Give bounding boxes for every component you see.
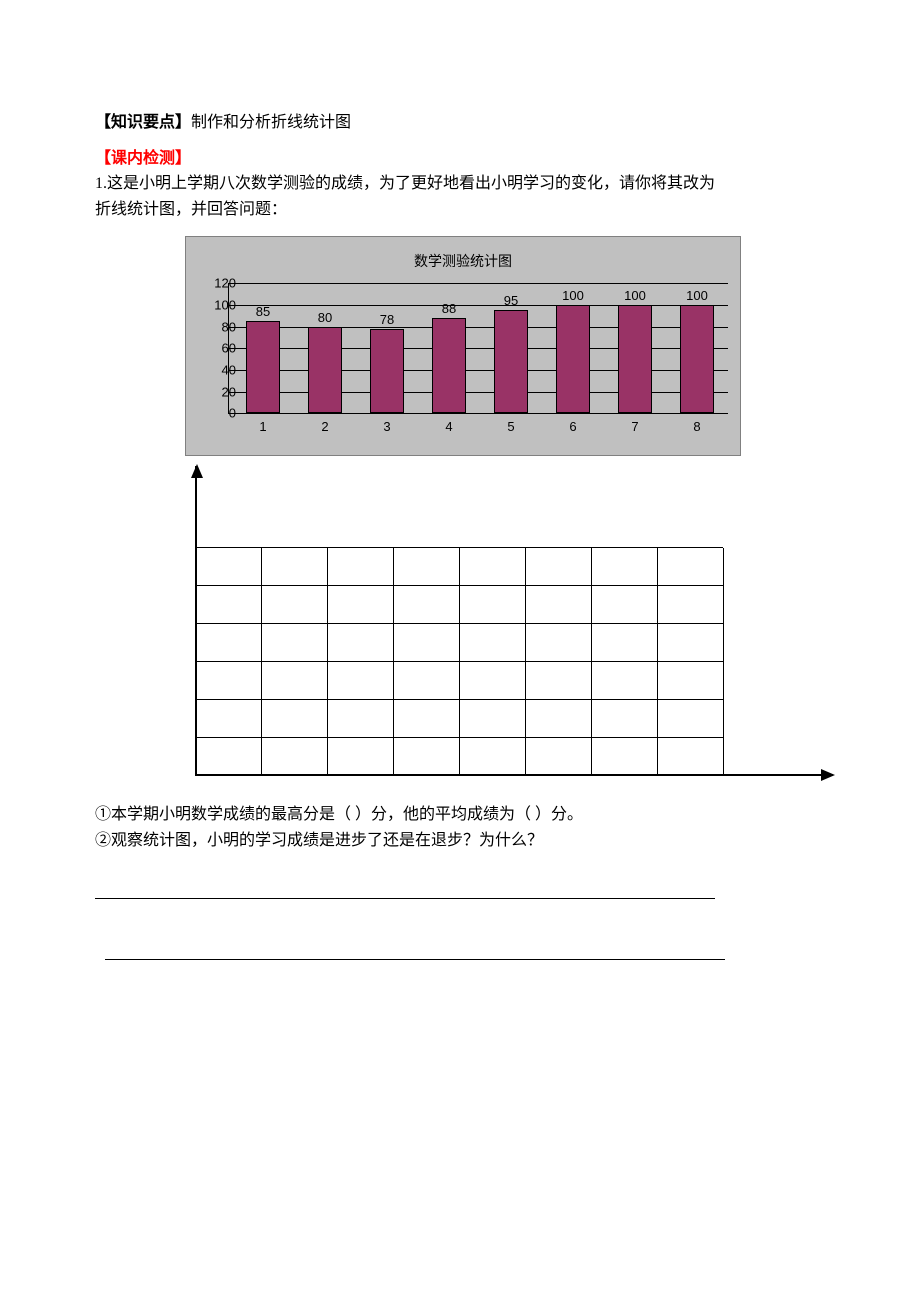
y-tick-label: 100 [200, 298, 236, 313]
chart-title: 数学测验统计图 [186, 251, 740, 271]
bar-value-label: 88 [429, 301, 469, 316]
bar-chart: 数学测验统计图 8580788895100100100 020406080100… [185, 236, 741, 456]
gridline [228, 348, 728, 349]
bar [370, 329, 404, 414]
knowledge-text: 制作和分析折线统计图 [191, 114, 351, 131]
blank-grid-col [393, 548, 394, 776]
blank-grid-col [723, 548, 724, 776]
bar [494, 310, 528, 413]
bar [618, 305, 652, 413]
x-tick-label: 5 [494, 419, 528, 434]
gridline [228, 327, 728, 328]
blank-grid [195, 548, 723, 776]
bar-value-label: 80 [305, 310, 345, 325]
bar-value-label: 95 [491, 293, 531, 308]
y-tick-label: 120 [200, 276, 236, 291]
x-tick-label: 7 [618, 419, 652, 434]
x-tick-label: 3 [370, 419, 404, 434]
bar [308, 327, 342, 414]
blank-grid-col [591, 548, 592, 776]
problem-line1: 这是小明上学期八次数学测验的成绩，为了更好地看出小明学习的变化，请你将其改为 [107, 175, 715, 192]
y-tick-label: 0 [200, 406, 236, 421]
problem-number: 1. [95, 175, 107, 192]
blank-grid-col [261, 548, 262, 776]
bar [432, 318, 466, 413]
bar [680, 305, 714, 413]
x-tick-label: 4 [432, 419, 466, 434]
question-1: ①本学期小明数学成绩的最高分是（ ）分，他的平均成绩为（ ）分。 [95, 802, 825, 828]
gridline [228, 392, 728, 393]
blank-line-chart [195, 496, 795, 776]
blank-grid-col [195, 548, 196, 776]
chart-plot: 85 80 78 88 95 100 100 100 [228, 283, 728, 413]
gridline [228, 370, 728, 371]
bar [556, 305, 590, 413]
blank-grid-col [657, 548, 658, 776]
y-tick-label: 80 [200, 319, 236, 334]
y-tick-label: 20 [200, 384, 236, 399]
blank-grid-col [525, 548, 526, 776]
blank-grid-col [459, 548, 460, 776]
inclass-heading: 【课内检测】 [95, 146, 825, 172]
gridline [228, 283, 728, 284]
x-tick-label: 8 [680, 419, 714, 434]
bar-value-label: 78 [367, 312, 407, 327]
gridline [228, 305, 728, 306]
answer-blank-2 [105, 941, 725, 960]
inclass-label: 【课内检测】 [95, 150, 191, 167]
question-2: ②观察统计图，小明的学习成绩是进步了还是在退步？为什么？ [95, 828, 825, 854]
knowledge-heading: 【知识要点】制作和分析折线统计图 [95, 110, 825, 136]
bar-value-label: 85 [243, 304, 283, 319]
x-tick-label: 2 [308, 419, 342, 434]
problem-text-2: 折线统计图，并回答问题： [95, 197, 825, 223]
x-tick-label: 6 [556, 419, 590, 434]
knowledge-label: 【知识要点】 [95, 114, 191, 131]
answer-blank-1 [95, 880, 715, 899]
y-tick-label: 60 [200, 341, 236, 356]
bar-value-label: 100 [615, 288, 655, 303]
x-tick-label: 1 [246, 419, 280, 434]
y-tick-label: 40 [200, 363, 236, 378]
blank-grid-col [327, 548, 328, 776]
bar-value-label: 100 [553, 288, 593, 303]
bar [246, 321, 280, 413]
problem-text-1: 1.这是小明上学期八次数学测验的成绩，为了更好地看出小明学习的变化，请你将其改为 [95, 171, 825, 197]
gridline [228, 413, 728, 414]
bar-value-label: 100 [677, 288, 717, 303]
